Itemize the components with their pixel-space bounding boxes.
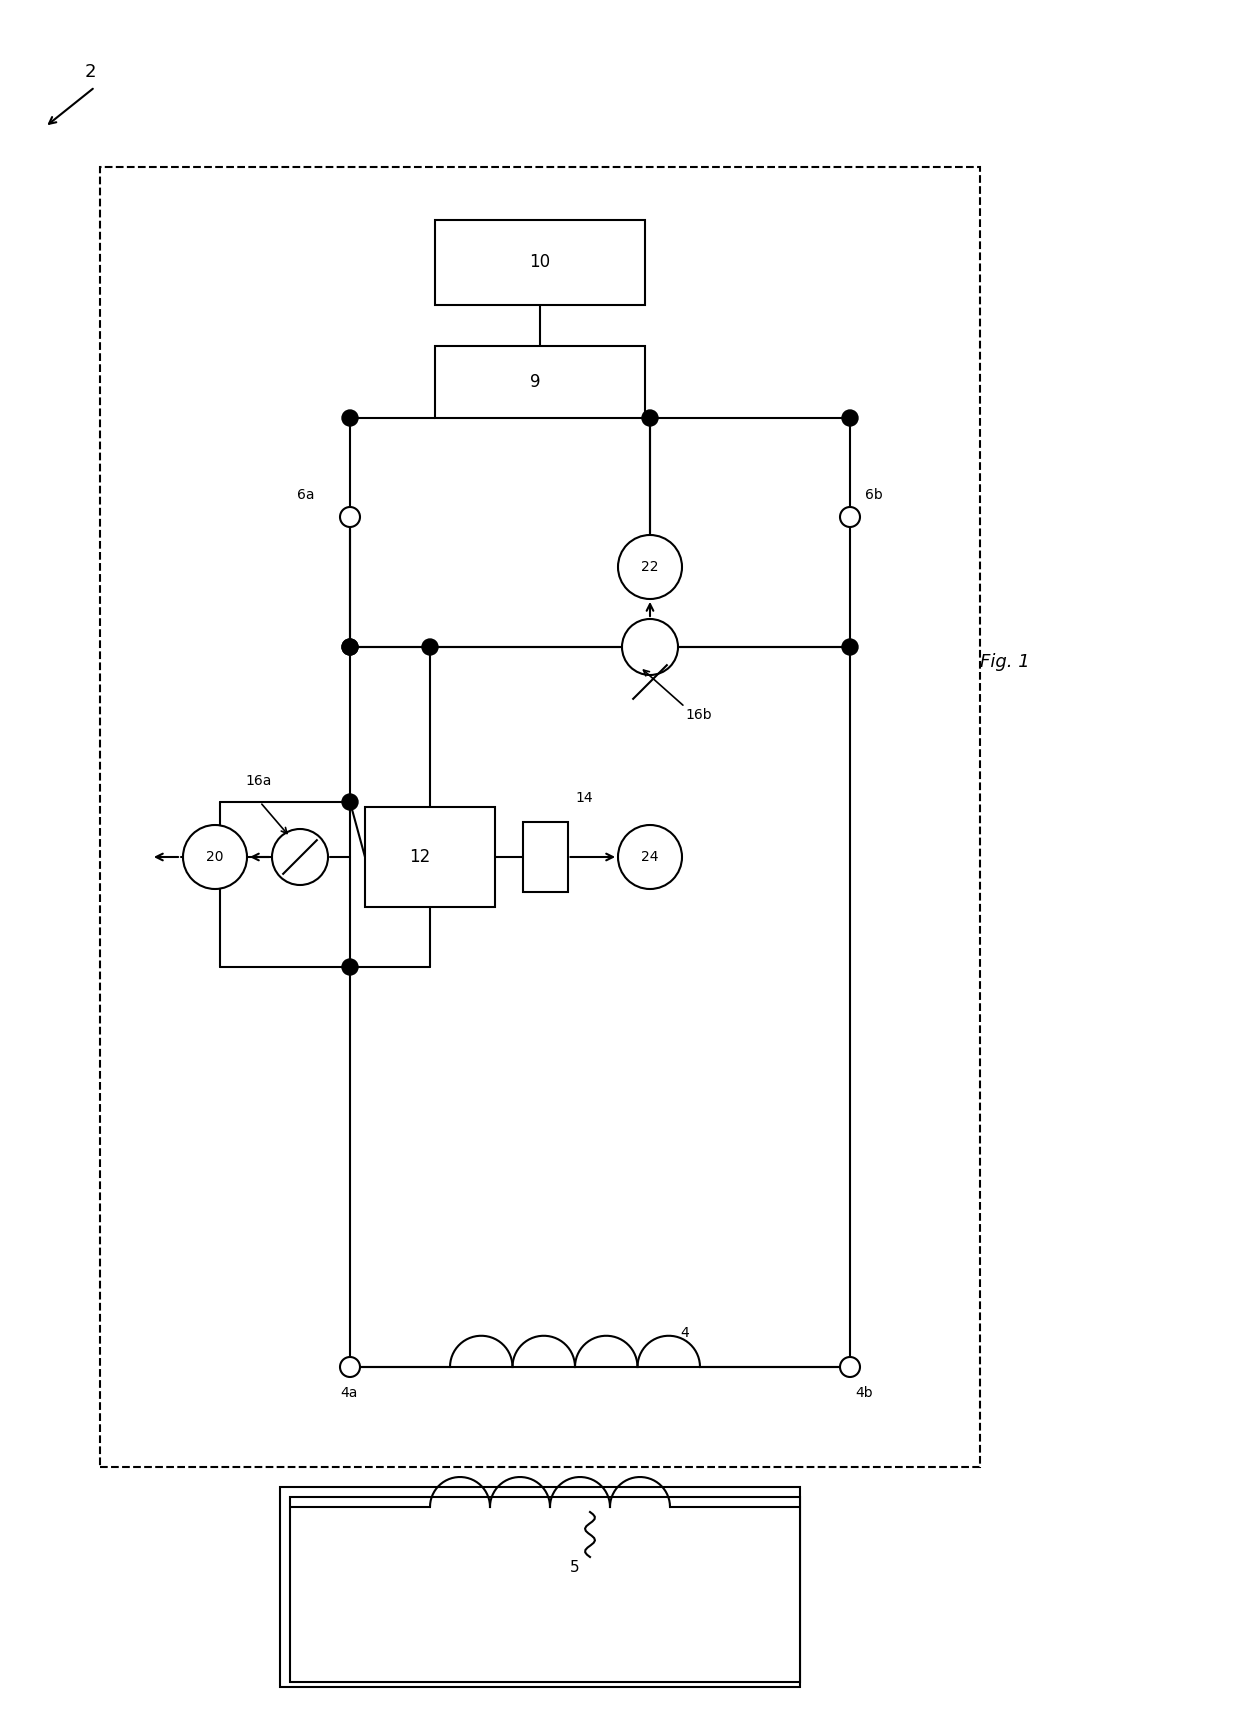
Bar xyxy=(435,220,645,304)
Bar xyxy=(100,167,980,1466)
Text: 12: 12 xyxy=(409,848,430,865)
Circle shape xyxy=(340,1356,360,1377)
Circle shape xyxy=(184,824,247,889)
Text: Fig. 1: Fig. 1 xyxy=(980,652,1029,671)
Text: 16b: 16b xyxy=(684,707,712,723)
Text: 4b: 4b xyxy=(856,1386,873,1399)
Circle shape xyxy=(842,639,858,654)
Text: 22: 22 xyxy=(641,560,658,573)
Circle shape xyxy=(342,960,358,975)
Circle shape xyxy=(342,639,358,654)
Text: 6b: 6b xyxy=(866,488,883,501)
Circle shape xyxy=(618,824,682,889)
Circle shape xyxy=(340,507,360,527)
Text: 2: 2 xyxy=(86,64,97,81)
Circle shape xyxy=(642,410,658,426)
Circle shape xyxy=(839,507,861,527)
Circle shape xyxy=(622,620,678,675)
Bar xyxy=(435,347,645,417)
Text: 4: 4 xyxy=(680,1326,688,1339)
Circle shape xyxy=(842,410,858,426)
Bar xyxy=(522,822,568,893)
Text: 20: 20 xyxy=(206,850,223,864)
Text: 4a: 4a xyxy=(340,1386,357,1399)
Circle shape xyxy=(618,536,682,599)
Circle shape xyxy=(342,793,358,810)
Text: 6a: 6a xyxy=(298,488,315,501)
Circle shape xyxy=(342,639,358,654)
Bar xyxy=(290,1497,800,1683)
Circle shape xyxy=(422,639,438,654)
Bar xyxy=(280,1487,800,1688)
Circle shape xyxy=(272,829,329,884)
Text: 24: 24 xyxy=(641,850,658,864)
Text: 10: 10 xyxy=(529,252,551,271)
Bar xyxy=(365,807,495,907)
Text: 9: 9 xyxy=(529,373,541,391)
Text: 14: 14 xyxy=(575,792,593,805)
Text: 5: 5 xyxy=(570,1561,579,1574)
Circle shape xyxy=(839,1356,861,1377)
Circle shape xyxy=(342,410,358,426)
Text: 16a: 16a xyxy=(246,774,272,788)
